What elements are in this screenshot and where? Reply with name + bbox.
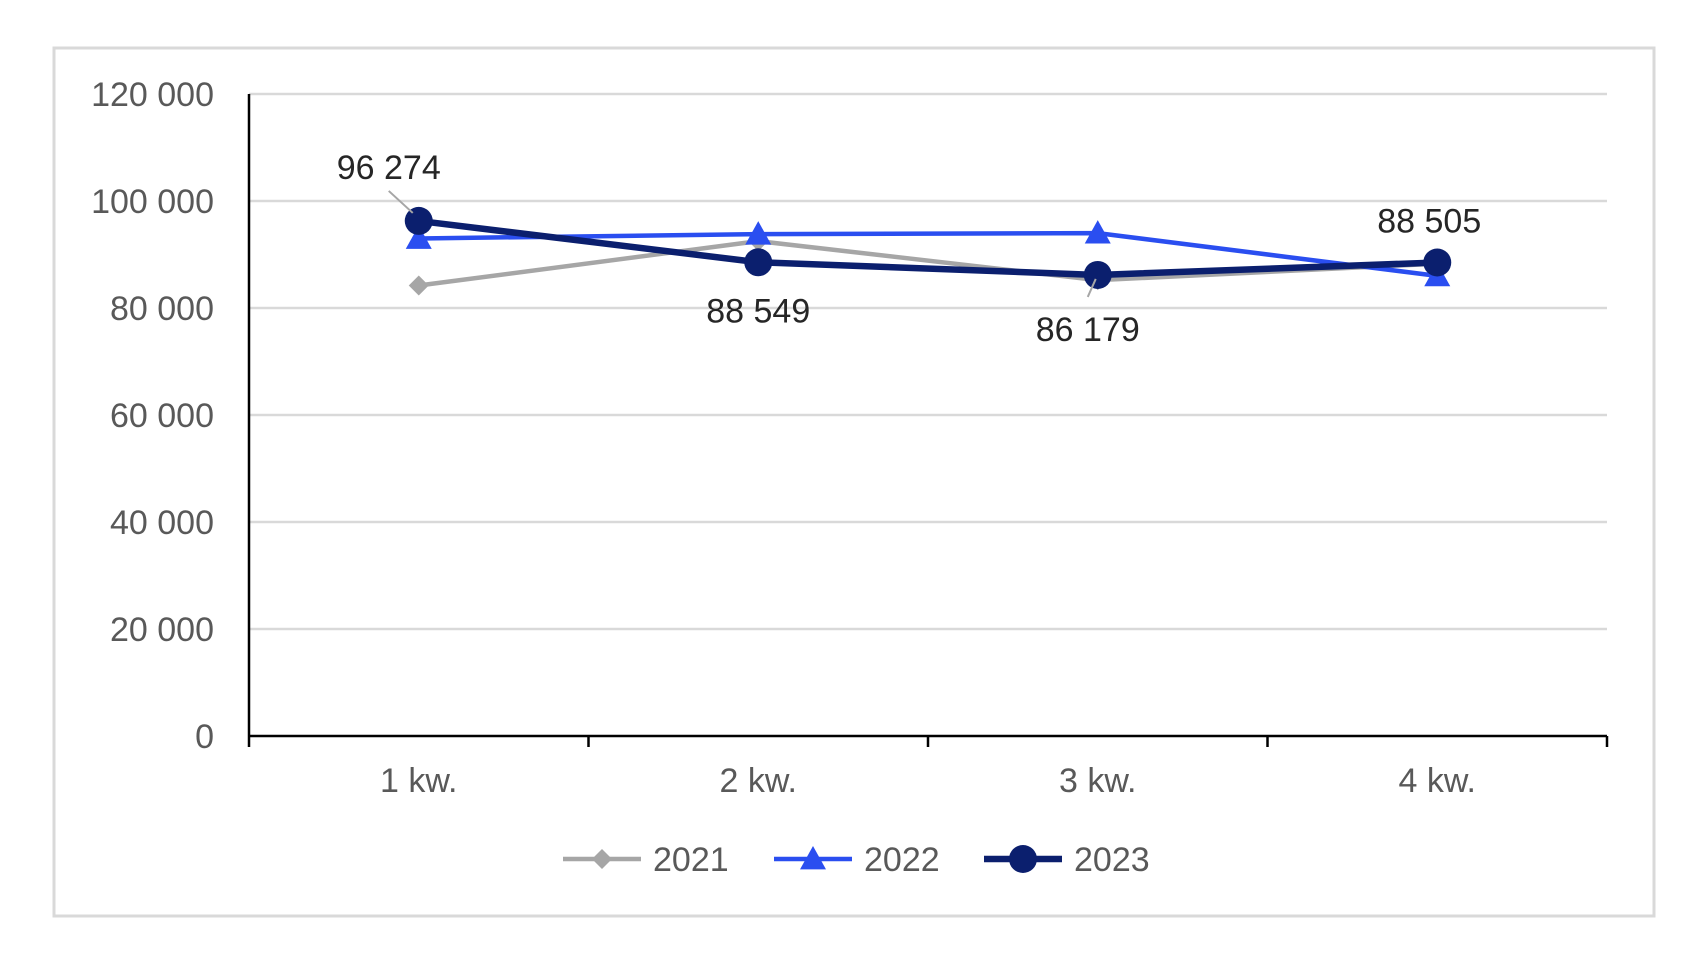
gridlines xyxy=(249,92,1607,631)
data-label: 88 505 xyxy=(1377,202,1481,240)
y-tick-label: 120 000 xyxy=(91,76,214,114)
data-point-2022 xyxy=(1084,220,1111,244)
data-label: 86 179 xyxy=(1036,311,1140,349)
chart-frame xyxy=(52,46,1656,918)
y-tick-label: 80 000 xyxy=(110,290,214,328)
legend-marker-2023 xyxy=(1009,845,1037,873)
data-labels: 96 274 88 549 86 179 88 505 xyxy=(337,149,1482,349)
legend: 2021 2022 2023 xyxy=(563,841,1150,879)
data-point-2022 xyxy=(405,225,432,249)
series-line-2023 xyxy=(418,217,1438,279)
data-label-leader xyxy=(388,190,414,214)
data-point-2021 xyxy=(408,275,429,296)
series-line-2022 xyxy=(418,230,1438,279)
y-tick-label: 40 000 xyxy=(110,504,214,542)
y-tick-label: 0 xyxy=(195,718,214,756)
data-point-2023 xyxy=(1083,260,1112,289)
axes: 0 20 000 40 000 60 000 80 000 100 000 120 000 1… xyxy=(91,76,1609,800)
legend-label: 2022 xyxy=(864,841,940,879)
data-point-2023 xyxy=(404,206,433,235)
legend-label: 2023 xyxy=(1074,841,1150,879)
x-tick-label: 1 kw. xyxy=(380,762,457,800)
y-tick-label: 100 000 xyxy=(91,183,214,221)
x-tick-label: 2 kw. xyxy=(720,762,797,800)
x-tick-label: 4 kw. xyxy=(1399,762,1476,800)
data-label-leader xyxy=(1086,278,1097,298)
legend-marker-2021 xyxy=(592,849,612,869)
y-tick-label: 60 000 xyxy=(110,397,214,435)
data-point-2022 xyxy=(745,221,772,245)
y-tick-label: 20 000 xyxy=(110,611,214,649)
data-point-2023 xyxy=(744,248,773,277)
legend-label: 2021 xyxy=(653,841,729,879)
data-point-2023 xyxy=(1423,248,1452,277)
data-label: 96 274 xyxy=(337,149,441,187)
legend-marker-2022 xyxy=(800,846,826,870)
series-lines xyxy=(404,206,1452,296)
x-tick-label: 3 kw. xyxy=(1059,762,1136,800)
data-label: 88 549 xyxy=(706,292,810,330)
